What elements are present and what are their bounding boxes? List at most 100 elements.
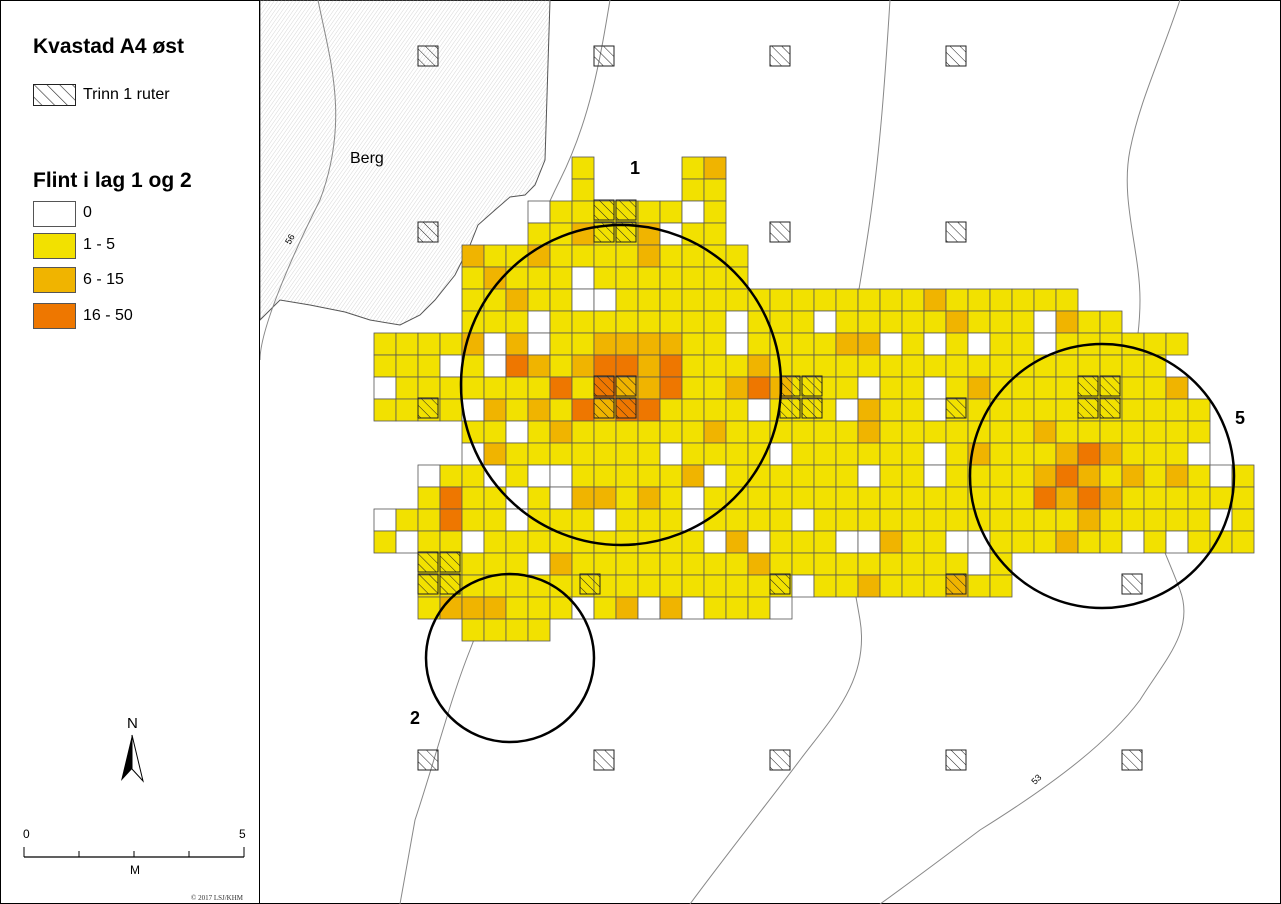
grid-cell xyxy=(967,376,991,400)
grid-cell xyxy=(703,266,727,290)
grid-cell xyxy=(1165,332,1189,356)
grid-cell xyxy=(505,552,529,576)
grid-cell xyxy=(901,508,925,532)
grid-cell xyxy=(527,596,551,620)
trinn-square xyxy=(779,375,801,397)
grid-cell xyxy=(1077,354,1101,378)
class-swatch-2 xyxy=(33,267,76,293)
grid-cell xyxy=(945,486,969,510)
grid-cell xyxy=(637,464,661,488)
grid-cell xyxy=(725,552,749,576)
grid-cell xyxy=(637,354,661,378)
grid-cell xyxy=(505,618,529,642)
grid-cell xyxy=(461,618,485,642)
grid-cell xyxy=(747,398,771,422)
grid-cell xyxy=(835,332,859,356)
grid-cell xyxy=(1055,398,1079,422)
grid-cell xyxy=(527,552,551,576)
grid-cell xyxy=(1099,530,1123,554)
grid-cell xyxy=(769,552,793,576)
grid-cell xyxy=(747,420,771,444)
contour-label-56: 56 xyxy=(283,232,297,246)
grid-cell xyxy=(1121,354,1145,378)
grid-cell xyxy=(615,420,639,444)
grid-cell xyxy=(681,420,705,444)
grid-cell xyxy=(1099,508,1123,532)
grid-cell xyxy=(681,530,705,554)
grid-cell xyxy=(1055,376,1079,400)
grid-cell xyxy=(989,464,1013,488)
grid-cell xyxy=(725,332,749,356)
grid-cell xyxy=(791,332,815,356)
grid-cell xyxy=(483,332,507,356)
grid-cell xyxy=(901,442,925,466)
grid-cell xyxy=(417,332,441,356)
grid-cell xyxy=(703,156,727,180)
grid-cell xyxy=(813,552,837,576)
grid-cell xyxy=(1165,398,1189,422)
grid-cell xyxy=(1187,464,1211,488)
grid-cell xyxy=(1165,464,1189,488)
scale-bar xyxy=(23,847,245,858)
trinn-square xyxy=(593,45,615,67)
trinn-square xyxy=(769,221,791,243)
grid-cell xyxy=(681,332,705,356)
grid-cell xyxy=(813,310,837,334)
grid-cell xyxy=(505,332,529,356)
grid-cell xyxy=(1055,464,1079,488)
trinn-square xyxy=(769,45,791,67)
grid-cell xyxy=(923,508,947,532)
grid-cell xyxy=(703,332,727,356)
grid-cell xyxy=(1055,442,1079,466)
grid-cell xyxy=(835,354,859,378)
grid-cell xyxy=(395,354,419,378)
grid-cell xyxy=(879,464,903,488)
grid-cell xyxy=(879,508,903,532)
grid-cell xyxy=(571,310,595,334)
scale-max: 5 xyxy=(239,827,246,841)
grid-cell xyxy=(549,310,573,334)
grid-cell xyxy=(593,486,617,510)
grid-cell xyxy=(549,398,573,422)
grid-cell xyxy=(857,442,881,466)
grid-cell xyxy=(967,552,991,576)
grid-cell xyxy=(1011,508,1035,532)
grid-cell xyxy=(945,310,969,334)
grid-cell xyxy=(747,486,771,510)
grid-cell xyxy=(791,288,815,312)
grid-cell xyxy=(989,332,1013,356)
grid-cell xyxy=(549,288,573,312)
grid-cell xyxy=(703,398,727,422)
grid-cell xyxy=(659,464,683,488)
grid-cell xyxy=(395,332,419,356)
north-arrow: N xyxy=(113,715,153,785)
grid-cell xyxy=(1033,376,1057,400)
grid-cell xyxy=(615,574,639,598)
grid-cell xyxy=(417,354,441,378)
grid-cells xyxy=(373,156,1255,642)
grid-cell xyxy=(615,310,639,334)
grid-cell xyxy=(659,508,683,532)
grid-cell xyxy=(483,596,507,620)
grid-cell xyxy=(637,200,661,224)
copyright: © 2017 LSJ/KHM xyxy=(191,894,243,902)
grid-cell xyxy=(1209,464,1233,488)
grid-cell xyxy=(571,376,595,400)
grid-cell xyxy=(879,288,903,312)
trinn-square xyxy=(615,221,637,243)
trinn-square xyxy=(615,375,637,397)
grid-cell xyxy=(1143,376,1167,400)
grid-cell xyxy=(483,310,507,334)
grid-cell xyxy=(857,508,881,532)
grid-cell xyxy=(549,266,573,290)
grid-cell xyxy=(549,376,573,400)
berg-label: Berg xyxy=(350,150,384,167)
grid-cell xyxy=(571,156,595,180)
grid-cell xyxy=(637,552,661,576)
trinn-square xyxy=(593,375,615,397)
grid-cell xyxy=(879,332,903,356)
grid-cell xyxy=(857,398,881,422)
class-label-2: 6 - 15 xyxy=(83,271,124,288)
grid-cell xyxy=(373,376,397,400)
grid-cell xyxy=(483,376,507,400)
